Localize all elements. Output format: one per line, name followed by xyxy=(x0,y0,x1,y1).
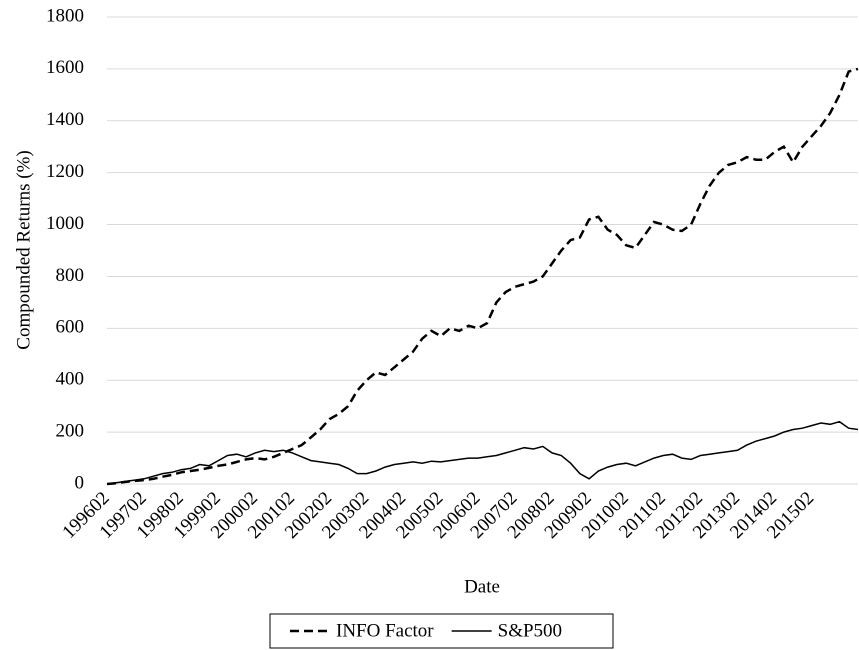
y-tick-label: 600 xyxy=(56,317,85,338)
y-tick-label: 0 xyxy=(75,472,85,493)
legend-label: S&P500 xyxy=(498,620,562,641)
y-tick-label: 1800 xyxy=(46,5,84,26)
y-tick-label: 400 xyxy=(56,369,85,390)
y-tick-label: 1600 xyxy=(46,57,84,78)
series-line xyxy=(106,420,859,485)
y-tick-label: 1400 xyxy=(46,109,84,130)
series-line xyxy=(106,67,859,486)
y-tick-label: 800 xyxy=(56,265,85,286)
y-axis-label: Compounded Returns (%) xyxy=(13,150,34,349)
x-axis-label: Date xyxy=(464,576,500,597)
legend-box xyxy=(269,613,614,649)
y-tick-label: 1200 xyxy=(46,161,84,182)
y-tick-label: 200 xyxy=(56,420,85,441)
y-tick-label: 1000 xyxy=(46,213,84,234)
legend-label: INFO Factor xyxy=(336,620,434,641)
